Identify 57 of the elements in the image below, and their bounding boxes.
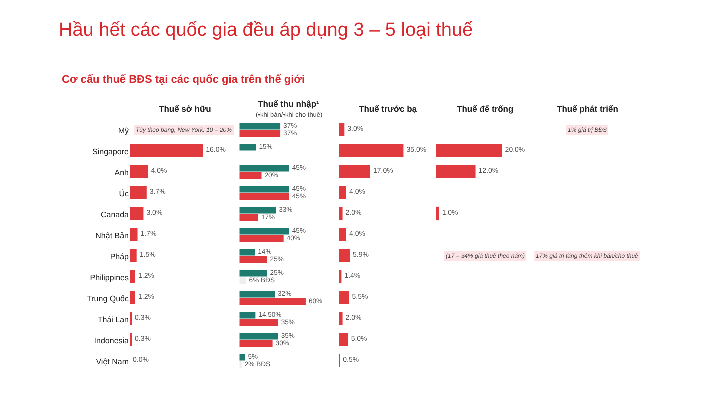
bar: [240, 270, 268, 277]
bar: [240, 144, 256, 151]
bar: [240, 298, 306, 306]
bar: [240, 340, 273, 348]
y-tick-label: Philippines: [90, 273, 129, 282]
bar: [339, 248, 350, 263]
text: Hầu hết các quốc gia đều áp dụng 3 – 5 loại thuế: [59, 20, 474, 41]
bar: [240, 290, 276, 298]
bar: [339, 228, 346, 242]
bar: [339, 186, 346, 200]
bar: [240, 332, 278, 340]
y-tick-label: Trung Quốc: [87, 294, 129, 304]
bar: [240, 228, 290, 235]
y-tick-label: Nhật Bản: [96, 231, 129, 240]
bar: [130, 186, 147, 200]
bar: [240, 256, 268, 264]
bar: [240, 194, 290, 200]
bar: [130, 164, 148, 179]
bar: [240, 172, 262, 180]
y-tick-label: Thái Lan: [98, 315, 129, 324]
y-tick-label: Úc: [119, 189, 129, 198]
bar: [240, 186, 290, 193]
y-tick-label: Canada: [100, 210, 130, 220]
bar: [240, 214, 258, 222]
bar: [339, 164, 370, 179]
bar: [240, 164, 290, 172]
y-tick-label: Pháp: [110, 252, 130, 262]
bar: [240, 320, 278, 326]
bar: [339, 312, 343, 326]
bar: [130, 270, 136, 284]
y-tick-label: Việt Nam: [96, 357, 130, 366]
chart-title: Thuế trước bạ: [359, 104, 418, 114]
bar: [240, 312, 256, 319]
bar: [339, 206, 343, 221]
y-tick-label: Mỹ: [118, 126, 129, 136]
y-tick-label: Singapore: [92, 147, 130, 156]
bar: [240, 248, 256, 256]
bar: [240, 236, 284, 242]
bar: [240, 130, 281, 138]
bar: [240, 278, 246, 284]
bar: [130, 228, 138, 242]
bar: [130, 206, 144, 221]
y-tick-label: Indonesia: [94, 336, 130, 346]
bar: [339, 144, 404, 158]
bar: [240, 122, 281, 130]
bar: [130, 248, 137, 263]
text: Thuế phát triển: [557, 104, 618, 114]
y-tick-label: Anh: [114, 168, 129, 178]
text: Cơ cấu thuế BĐS tại các quốc gia trên thế giới: [62, 74, 306, 86]
bar: [130, 290, 136, 305]
chart-title: Thuế sở hữu: [159, 104, 212, 114]
chart-title: Thuế để trống: [457, 104, 514, 114]
bar: [240, 206, 276, 214]
bar: [130, 144, 204, 158]
bar: [339, 290, 350, 305]
bar: [339, 332, 348, 347]
chart-title: Thuế thu nhập¹: [258, 99, 320, 109]
